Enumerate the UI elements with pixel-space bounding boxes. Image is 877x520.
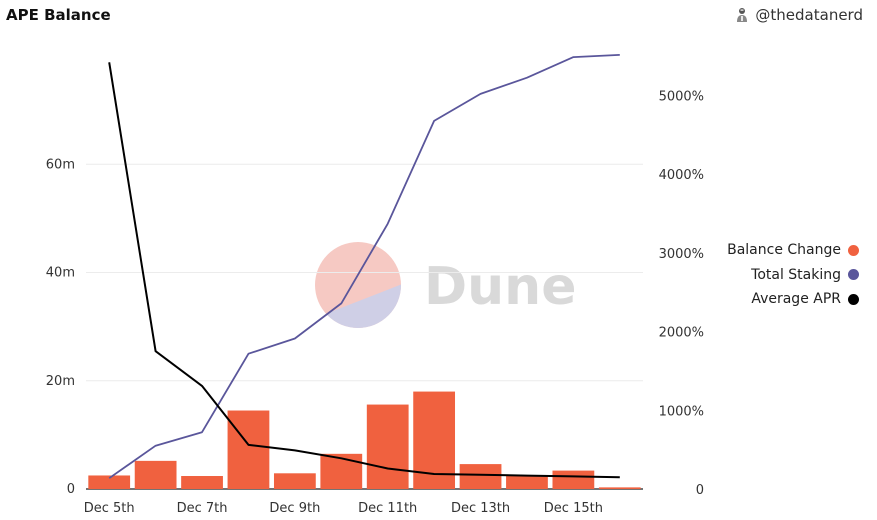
y-left-tick-label: 20m (46, 374, 75, 389)
legend-item-total-staking[interactable]: Total Staking (727, 263, 859, 288)
x-tick-label: Dec 9th (269, 501, 320, 516)
legend-label: Balance Change (727, 242, 841, 259)
bar-dec-6th[interactable] (134, 460, 177, 489)
person-avatar-icon (737, 8, 748, 22)
bar-dec-10th[interactable] (320, 453, 363, 489)
legend-label: Total Staking (751, 266, 841, 283)
y-right-tick-label: 4000% (659, 168, 704, 183)
bar-dec-14th[interactable] (506, 476, 548, 489)
watermark: Dune (315, 242, 576, 328)
y-axis-left: 0 20m 40m 60m (46, 157, 75, 497)
bar-dec-8th[interactable] (227, 410, 270, 489)
legend-swatch (848, 293, 859, 305)
line-average-apr[interactable] (108, 62, 620, 479)
x-tick-label: Dec 15th (544, 501, 603, 516)
bar-dec-13th[interactable] (459, 464, 502, 489)
x-tick-label: Dec 11th (358, 501, 417, 516)
legend-item-balance-change[interactable]: Balance Change (727, 238, 859, 263)
bar-series (88, 391, 641, 489)
legend: Balance Change Total Staking Average APR (727, 238, 859, 312)
x-tick-label: Dec 7th (177, 501, 228, 516)
x-tick-label: Dec 5th (84, 501, 135, 516)
y-right-tick-label: 1000% (659, 404, 704, 419)
line-series (108, 54, 620, 479)
watermark-text: Dune (424, 257, 576, 317)
y-right-tick-label: 3000% (659, 247, 704, 262)
bar-dec-16th[interactable] (598, 487, 641, 489)
bar-dec-9th[interactable] (273, 473, 316, 489)
author-credit[interactable]: @thedatanerd (735, 6, 863, 24)
y-right-tick-label: 0 (696, 483, 704, 498)
y-right-tick-label: 5000% (659, 89, 704, 104)
y-right-tick-label: 2000% (659, 326, 704, 341)
author-handle: @thedatanerd (755, 6, 863, 24)
bar-dec-15th[interactable] (552, 470, 595, 489)
chart-title: APE Balance (6, 6, 111, 24)
x-axis: Dec 5th Dec 7th Dec 9th Dec 11th Dec 13th Dec… (84, 501, 603, 516)
y-axis-right: 0 1000% 2000% 3000% 4000% 5000% (659, 89, 704, 498)
y-left-tick-label: 60m (46, 157, 75, 172)
bar-dec-7th[interactable] (181, 476, 223, 489)
x-tick-label: Dec 13th (451, 501, 510, 516)
y-left-tick-label: 40m (46, 266, 75, 281)
bar-dec-11th[interactable] (366, 404, 409, 489)
legend-label: Average APR (751, 291, 841, 308)
legend-swatch (848, 269, 859, 281)
y-left-tick-label: 0 (67, 482, 75, 497)
legend-item-average-apr[interactable]: Average APR (727, 287, 859, 312)
bar-dec-5th[interactable] (88, 475, 131, 489)
gridlines (86, 163, 643, 490)
legend-swatch (848, 244, 859, 256)
line-total-staking[interactable] (108, 54, 620, 479)
